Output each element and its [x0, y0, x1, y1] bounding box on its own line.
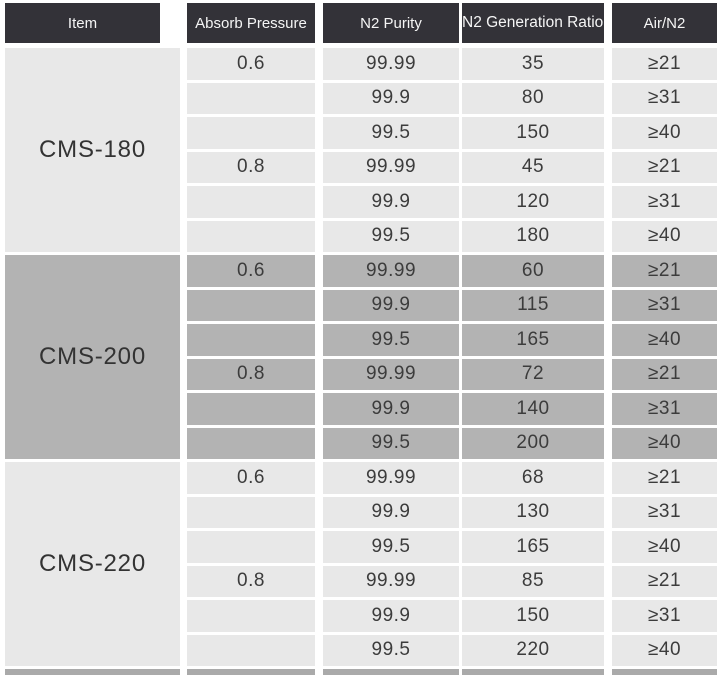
ratio-cell: 35 — [462, 48, 604, 83]
air-n2-cell: ≥31 — [612, 186, 717, 221]
pressure-cell — [187, 427, 315, 462]
pressure-cell — [187, 289, 315, 324]
pressure-cell — [187, 600, 315, 635]
pressure-cell — [187, 393, 315, 428]
next-group-partial-row — [187, 669, 315, 675]
air-n2-cell: ≥40 — [612, 634, 717, 669]
air-n2-cell: ≥21 — [612, 151, 717, 186]
pressure-cell: 0.6 — [187, 255, 315, 290]
ratio-cell: 115 — [462, 289, 604, 324]
ratio-cell: 45 — [462, 151, 604, 186]
next-group-partial-row — [5, 669, 180, 675]
air-n2-cell: ≥31 — [612, 289, 717, 324]
next-group-partial-row — [323, 669, 459, 675]
pressure-cell — [187, 496, 315, 531]
header-absorb-pressure: Absorb Pressure — [187, 3, 315, 43]
ratio-cell: 140 — [462, 393, 604, 428]
air-n2-cell: ≥21 — [612, 358, 717, 393]
nitrogen-spec-table: Item Absorb Pressure N2 Purity N2 Genera… — [5, 3, 717, 675]
purity-cell: 99.99 — [323, 48, 459, 83]
header-n2-purity: N2 Purity — [323, 3, 459, 43]
air-n2-cell: ≥31 — [612, 82, 717, 117]
purity-cell: 99.5 — [323, 531, 459, 566]
pressure-cell — [187, 220, 315, 255]
purity-cell: 99.5 — [323, 324, 459, 359]
pressure-cell: 0.6 — [187, 48, 315, 83]
purity-cell: 99.99 — [323, 358, 459, 393]
next-group-partial-row — [612, 669, 717, 675]
purity-cell: 99.99 — [323, 255, 459, 290]
table-body: CMS-180 0.6 99.99 35 ≥21 99.9 80 ≥31 99.5 150 ≥40 0… — [5, 48, 717, 675]
purity-cell: 99.99 — [323, 462, 459, 497]
item-cell: CMS-220 — [5, 462, 180, 669]
pressure-cell — [187, 82, 315, 117]
pressure-cell — [187, 324, 315, 359]
header-n2-generation-ratio: N2 Generation Ratio — [462, 3, 604, 43]
header-item: Item — [5, 3, 160, 43]
pressure-cell — [187, 117, 315, 152]
purity-cell: 99.9 — [323, 82, 459, 117]
ratio-cell: 80 — [462, 82, 604, 117]
header-air-n2: Air/N2 — [612, 3, 717, 43]
pressure-cell — [187, 634, 315, 669]
ratio-cell: 165 — [462, 531, 604, 566]
pressure-cell: 0.8 — [187, 358, 315, 393]
purity-cell: 99.9 — [323, 600, 459, 635]
purity-cell: 99.9 — [323, 496, 459, 531]
air-n2-cell: ≥21 — [612, 255, 717, 290]
air-n2-cell: ≥40 — [612, 531, 717, 566]
ratio-cell: 150 — [462, 600, 604, 635]
ratio-cell: 72 — [462, 358, 604, 393]
purity-cell: 99.5 — [323, 117, 459, 152]
purity-cell: 99.99 — [323, 151, 459, 186]
ratio-cell: 130 — [462, 496, 604, 531]
pressure-cell: 0.8 — [187, 565, 315, 600]
air-n2-cell: ≥31 — [612, 393, 717, 428]
ratio-cell: 200 — [462, 427, 604, 462]
ratio-cell: 150 — [462, 117, 604, 152]
air-n2-cell: ≥40 — [612, 324, 717, 359]
purity-cell: 99.99 — [323, 565, 459, 600]
purity-cell: 99.9 — [323, 393, 459, 428]
air-n2-cell: ≥40 — [612, 220, 717, 255]
item-cell: CMS-200 — [5, 255, 180, 462]
ratio-cell: 85 — [462, 565, 604, 600]
ratio-cell: 165 — [462, 324, 604, 359]
pressure-cell — [187, 531, 315, 566]
air-n2-cell: ≥40 — [612, 427, 717, 462]
pressure-cell: 0.8 — [187, 151, 315, 186]
ratio-cell: 220 — [462, 634, 604, 669]
purity-cell: 99.5 — [323, 427, 459, 462]
purity-cell: 99.9 — [323, 186, 459, 221]
pressure-cell: 0.6 — [187, 462, 315, 497]
next-group-partial-row — [462, 669, 604, 675]
purity-cell: 99.5 — [323, 220, 459, 255]
air-n2-cell: ≥21 — [612, 462, 717, 497]
ratio-cell: 60 — [462, 255, 604, 290]
ratio-cell: 180 — [462, 220, 604, 255]
purity-cell: 99.5 — [323, 634, 459, 669]
air-n2-cell: ≥21 — [612, 48, 717, 83]
air-n2-cell: ≥31 — [612, 600, 717, 635]
air-n2-cell: ≥21 — [612, 565, 717, 600]
ratio-cell: 68 — [462, 462, 604, 497]
air-n2-cell: ≥31 — [612, 496, 717, 531]
purity-cell: 99.9 — [323, 289, 459, 324]
table-header-row: Item Absorb Pressure N2 Purity N2 Genera… — [5, 3, 717, 43]
item-cell: CMS-180 — [5, 48, 180, 255]
ratio-cell: 120 — [462, 186, 604, 221]
air-n2-cell: ≥40 — [612, 117, 717, 152]
pressure-cell — [187, 186, 315, 221]
